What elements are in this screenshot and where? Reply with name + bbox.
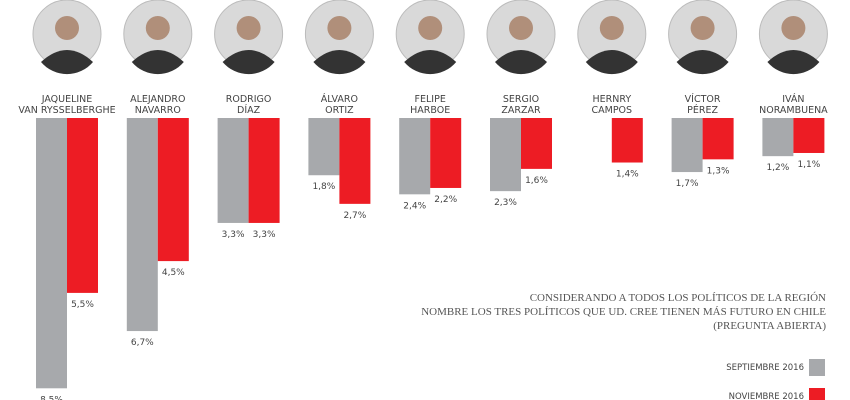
portrait-face: [236, 16, 261, 40]
category-label-line2: NORAMBUENA: [759, 105, 828, 116]
category-label-line2: PÉREZ: [687, 104, 718, 116]
legend-label: SEPTIEMBRE 2016: [726, 363, 804, 373]
bar-noviembre: [67, 118, 98, 293]
chart-title-line: (PREGUNTA ABIERTA): [713, 320, 826, 332]
bar-septiembre: [399, 118, 431, 195]
data-label: 1,6%: [525, 176, 548, 186]
portrait-suit: [313, 50, 366, 75]
bar-noviembre: [430, 118, 462, 188]
category-label-line2: VAN RYSSELBERGHE: [18, 105, 115, 116]
bar-septiembre: [762, 118, 794, 157]
category-label-line1: SERGIO: [503, 94, 539, 105]
category-label-line2: ORTIZ: [325, 105, 354, 116]
category-label-line1: IVÁN: [782, 93, 804, 105]
data-label: 1,2%: [766, 163, 789, 173]
category-label-line2: NAVARRO: [135, 105, 181, 116]
bar-septiembre: [36, 118, 67, 389]
legend-label: NOVIEMBRE 2016: [729, 392, 804, 400]
legend-swatch: [809, 359, 825, 376]
data-label: 1,4%: [616, 170, 639, 180]
data-label: 1,8%: [312, 182, 335, 192]
portrait-suit: [131, 50, 184, 75]
bar-septiembre: [671, 118, 703, 173]
bar-noviembre: [521, 118, 552, 169]
bar-septiembre: [308, 118, 340, 176]
portrait-face: [418, 16, 443, 40]
bar-noviembre: [248, 118, 280, 223]
bar-septiembre: [490, 118, 521, 192]
portrait-face: [781, 16, 806, 40]
category-label-line2: ZARZAR: [501, 105, 541, 116]
category-label-line2: DÍAZ: [237, 104, 261, 116]
data-label: 1,1%: [797, 160, 820, 170]
portrait-suit: [585, 50, 638, 75]
data-label: 1,3%: [707, 166, 730, 176]
portrait-suit: [404, 50, 457, 75]
data-label: 4,5%: [162, 268, 185, 278]
bar-septiembre: [126, 118, 158, 332]
data-label: 2,3%: [494, 198, 517, 208]
bar-noviembre: [339, 118, 371, 204]
portrait-suit: [676, 50, 729, 75]
data-label: 3,3%: [222, 230, 245, 240]
legend-swatch: [809, 388, 825, 400]
portrait-suit: [41, 50, 93, 75]
data-label: 1,7%: [676, 179, 699, 189]
category-label-line1: RODRIGO: [226, 94, 272, 105]
data-label: 8,5%: [40, 395, 63, 400]
portrait-face: [599, 16, 624, 40]
category-label-line1: HERNRY: [592, 94, 631, 105]
bar-noviembre: [702, 118, 734, 160]
bar-noviembre: [793, 118, 825, 153]
portrait-face: [55, 16, 79, 40]
category-label-line1: ÁLVARO: [321, 93, 358, 105]
category-label-line2: CAMPOS: [592, 105, 633, 116]
data-label: 6,7%: [131, 338, 154, 348]
portrait-face: [509, 16, 533, 40]
category-label-line1: VÍCTOR: [685, 93, 721, 105]
category-label-line1: FELIPE: [415, 94, 446, 105]
chart-title-line: CONSIDERANDO A TODOS LOS POLÍTICOS DE LA…: [530, 292, 826, 304]
portrait-suit: [222, 50, 275, 75]
category-label-line1: JAQUELINE: [41, 94, 93, 105]
portrait-suit: [495, 50, 547, 75]
category-label-line2: HARBOE: [410, 105, 450, 116]
data-label: 2,4%: [403, 201, 426, 211]
chart-title-line: NOMBRE LOS TRES POLÍTICOS QUE UD. CREE T…: [421, 306, 826, 318]
data-label: 2,2%: [434, 195, 457, 205]
portrait-suit: [767, 50, 820, 75]
bar-noviembre: [157, 118, 189, 262]
data-label: 2,7%: [343, 211, 366, 221]
bar-noviembre: [611, 118, 643, 163]
portrait-face: [327, 16, 352, 40]
portrait-face: [145, 16, 170, 40]
data-label: 5,5%: [71, 300, 94, 310]
data-label: 3,3%: [253, 230, 276, 240]
category-label-line1: ALEJANDRO: [130, 94, 185, 105]
portrait-face: [690, 16, 715, 40]
bar-septiembre: [217, 118, 249, 223]
